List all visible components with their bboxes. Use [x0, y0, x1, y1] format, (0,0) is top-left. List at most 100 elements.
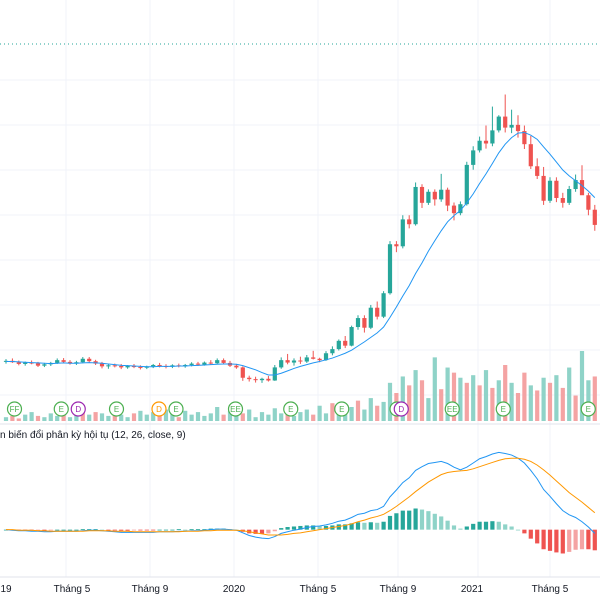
volume-bar — [464, 382, 469, 421]
volume-bar — [183, 410, 188, 421]
candle — [439, 173, 444, 202]
candle — [554, 177, 559, 203]
candle-body — [240, 367, 245, 378]
macd-indicator-title[interactable]: n biến đổi phân kỳ hội tụ (12, 26, close… — [0, 430, 186, 441]
volume-bar — [496, 380, 501, 421]
volume-bar — [483, 370, 489, 421]
event-badge: EE — [444, 401, 460, 417]
candle-body — [157, 364, 162, 367]
candle — [560, 192, 565, 208]
candle — [93, 359, 98, 365]
macd-histogram-bar — [573, 529, 578, 550]
candle-body — [413, 186, 418, 225]
candle-body — [464, 164, 469, 205]
event-badge: D — [70, 401, 86, 417]
candle — [528, 135, 533, 170]
candle — [61, 358, 66, 364]
volume-bar — [490, 387, 495, 421]
volume-bar — [215, 407, 220, 421]
volume-bar — [547, 382, 553, 421]
time-axis: 19 Tháng 5 Tháng 9 2020 Tháng 5 Tháng 9 2021 Th… — [0, 584, 568, 595]
candle-body — [106, 365, 111, 367]
macd-histogram-bar — [67, 529, 73, 531]
macd-histogram-bar — [183, 529, 188, 531]
volume-bar — [272, 408, 277, 421]
candle-body — [42, 364, 47, 366]
candle-body — [87, 358, 92, 362]
candle — [176, 363, 181, 368]
time-axis-tick-label: Tháng 5 — [54, 584, 91, 595]
candle — [426, 189, 431, 205]
candle-body — [247, 377, 252, 380]
event-badge: E — [495, 401, 511, 417]
volume-bar — [189, 414, 194, 421]
candle — [381, 291, 386, 319]
candle-body — [368, 307, 373, 328]
volume-bar — [573, 395, 578, 421]
volume-bar — [157, 415, 162, 421]
macd-histogram-bar — [426, 511, 431, 530]
candle-body — [279, 360, 284, 368]
candle — [279, 357, 284, 369]
candle-body — [381, 293, 386, 317]
macd-histogram-bar — [343, 524, 348, 530]
volume-bar — [35, 415, 41, 421]
volume-bar — [330, 403, 335, 421]
candle — [547, 177, 553, 203]
volume-bar — [311, 414, 316, 421]
time-axis-tick-label: 2020 — [223, 584, 246, 595]
candle-body — [317, 358, 322, 361]
candle — [16, 360, 21, 366]
volume-bar — [554, 375, 559, 421]
volume-bar — [471, 375, 476, 421]
candle — [541, 166, 546, 205]
macd-histogram-bar — [458, 528, 463, 530]
macd-histogram-bar — [496, 521, 501, 530]
candle-body — [560, 198, 565, 203]
macd-histogram-bar — [208, 528, 213, 530]
candle — [477, 136, 482, 153]
candle-body — [138, 367, 143, 369]
event-circle — [53, 401, 69, 417]
macd-histogram-bar — [125, 529, 130, 531]
candle-body — [579, 180, 585, 196]
time-axis-tick-label: 2021 — [461, 584, 484, 595]
candle-body — [419, 186, 425, 203]
candle-body — [541, 175, 546, 201]
volume-bar — [579, 351, 585, 421]
volume-bar — [509, 382, 514, 421]
macd-histogram-bar — [419, 509, 425, 530]
event-label: E — [288, 405, 293, 414]
candle — [80, 357, 85, 364]
macd-histogram-bar — [381, 521, 386, 530]
candle-body — [259, 378, 265, 381]
volume-bar — [419, 380, 425, 421]
candle — [394, 241, 399, 253]
candle — [407, 215, 412, 229]
volume-bar — [515, 393, 521, 421]
macd-histogram-bar — [35, 529, 41, 531]
candle — [458, 201, 463, 216]
macd-histogram-bar — [362, 522, 367, 530]
candle — [67, 360, 73, 365]
macd-histogram-bar — [61, 529, 66, 531]
volume-bar — [400, 376, 405, 421]
candle-body — [285, 360, 290, 363]
event-badge: D — [393, 401, 409, 417]
macd-histogram-bar — [592, 529, 597, 551]
candle — [266, 376, 271, 382]
event-label: D — [398, 405, 404, 414]
macd-histogram-bar — [560, 529, 565, 554]
volume-bar — [240, 413, 245, 421]
event-badge: E — [580, 401, 596, 417]
candle — [151, 363, 156, 369]
event-circle — [444, 401, 460, 417]
candle-body — [554, 180, 559, 198]
candle — [592, 204, 597, 231]
chart-grid — [0, 0, 600, 577]
volume-bar — [131, 413, 137, 421]
candle-body — [330, 349, 335, 354]
event-badge: E — [283, 401, 299, 417]
candle-body — [93, 361, 98, 364]
candle-body — [535, 166, 540, 176]
